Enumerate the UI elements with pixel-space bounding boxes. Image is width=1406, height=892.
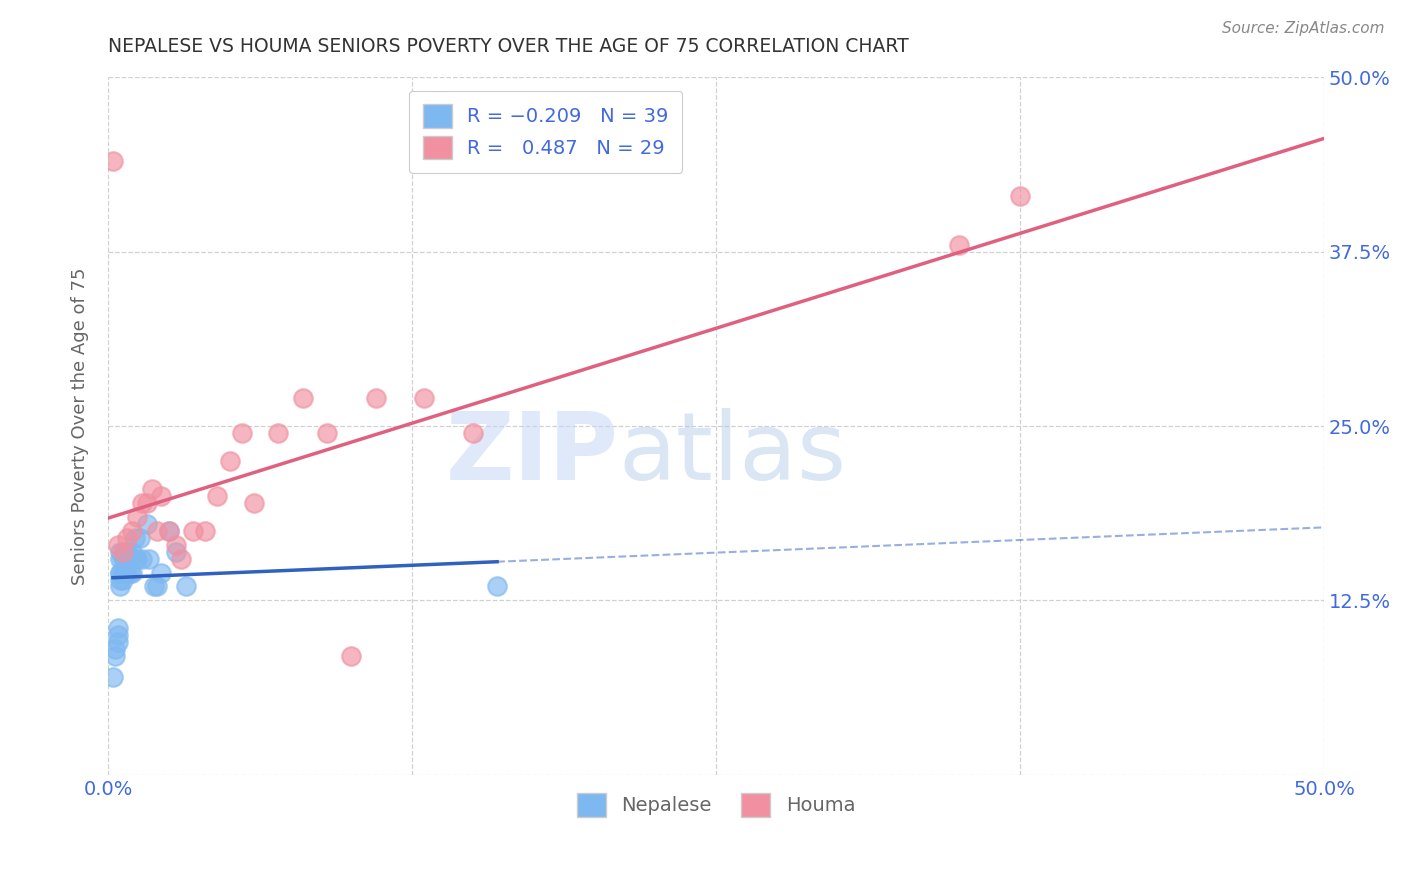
Point xyxy=(114,566,136,580)
Point xyxy=(141,482,163,496)
Point xyxy=(101,670,124,684)
Point xyxy=(165,538,187,552)
Point xyxy=(108,566,131,580)
Point xyxy=(150,489,173,503)
Point xyxy=(948,237,970,252)
Point xyxy=(107,628,129,642)
Point xyxy=(117,531,139,545)
Legend: Nepalese, Houma: Nepalese, Houma xyxy=(569,785,863,824)
Point xyxy=(104,649,127,664)
Text: Source: ZipAtlas.com: Source: ZipAtlas.com xyxy=(1222,21,1385,36)
Point xyxy=(181,524,204,538)
Point xyxy=(143,580,166,594)
Point xyxy=(315,425,337,440)
Point xyxy=(114,544,136,558)
Point xyxy=(107,635,129,649)
Point xyxy=(131,496,153,510)
Point xyxy=(207,489,229,503)
Point xyxy=(124,551,146,566)
Point xyxy=(121,544,143,558)
Point xyxy=(107,538,129,552)
Point xyxy=(124,531,146,545)
Point xyxy=(461,425,484,440)
Point xyxy=(157,524,180,538)
Point xyxy=(218,454,240,468)
Point xyxy=(364,391,387,405)
Point xyxy=(340,649,363,664)
Point xyxy=(118,551,141,566)
Point xyxy=(121,566,143,580)
Point xyxy=(194,524,217,538)
Point xyxy=(135,496,157,510)
Point xyxy=(413,391,436,405)
Point xyxy=(101,153,124,168)
Point xyxy=(108,580,131,594)
Point xyxy=(135,516,157,531)
Point xyxy=(111,573,134,587)
Point xyxy=(243,496,266,510)
Point xyxy=(108,544,131,558)
Point xyxy=(486,580,509,594)
Point xyxy=(170,551,193,566)
Point xyxy=(114,558,136,573)
Point xyxy=(145,524,167,538)
Point xyxy=(121,524,143,538)
Point xyxy=(127,509,149,524)
Point xyxy=(157,524,180,538)
Point xyxy=(107,621,129,635)
Point xyxy=(1008,189,1031,203)
Point xyxy=(118,566,141,580)
Point xyxy=(145,580,167,594)
Point xyxy=(114,551,136,566)
Point xyxy=(174,580,197,594)
Point xyxy=(128,531,150,545)
Point xyxy=(131,551,153,566)
Point xyxy=(165,544,187,558)
Point xyxy=(117,566,139,580)
Point xyxy=(150,566,173,580)
Text: ZIP: ZIP xyxy=(446,408,619,500)
Point xyxy=(291,391,314,405)
Point xyxy=(108,566,131,580)
Point xyxy=(111,551,134,566)
Text: atlas: atlas xyxy=(619,408,846,500)
Point xyxy=(111,544,134,558)
Point xyxy=(111,566,134,580)
Text: NEPALESE VS HOUMA SENIORS POVERTY OVER THE AGE OF 75 CORRELATION CHART: NEPALESE VS HOUMA SENIORS POVERTY OVER T… xyxy=(108,37,908,56)
Y-axis label: Seniors Poverty Over the Age of 75: Seniors Poverty Over the Age of 75 xyxy=(72,268,89,585)
Point xyxy=(267,425,290,440)
Point xyxy=(127,551,149,566)
Point xyxy=(138,551,160,566)
Point xyxy=(117,544,139,558)
Point xyxy=(104,642,127,657)
Point xyxy=(231,425,253,440)
Point xyxy=(108,573,131,587)
Point xyxy=(108,551,131,566)
